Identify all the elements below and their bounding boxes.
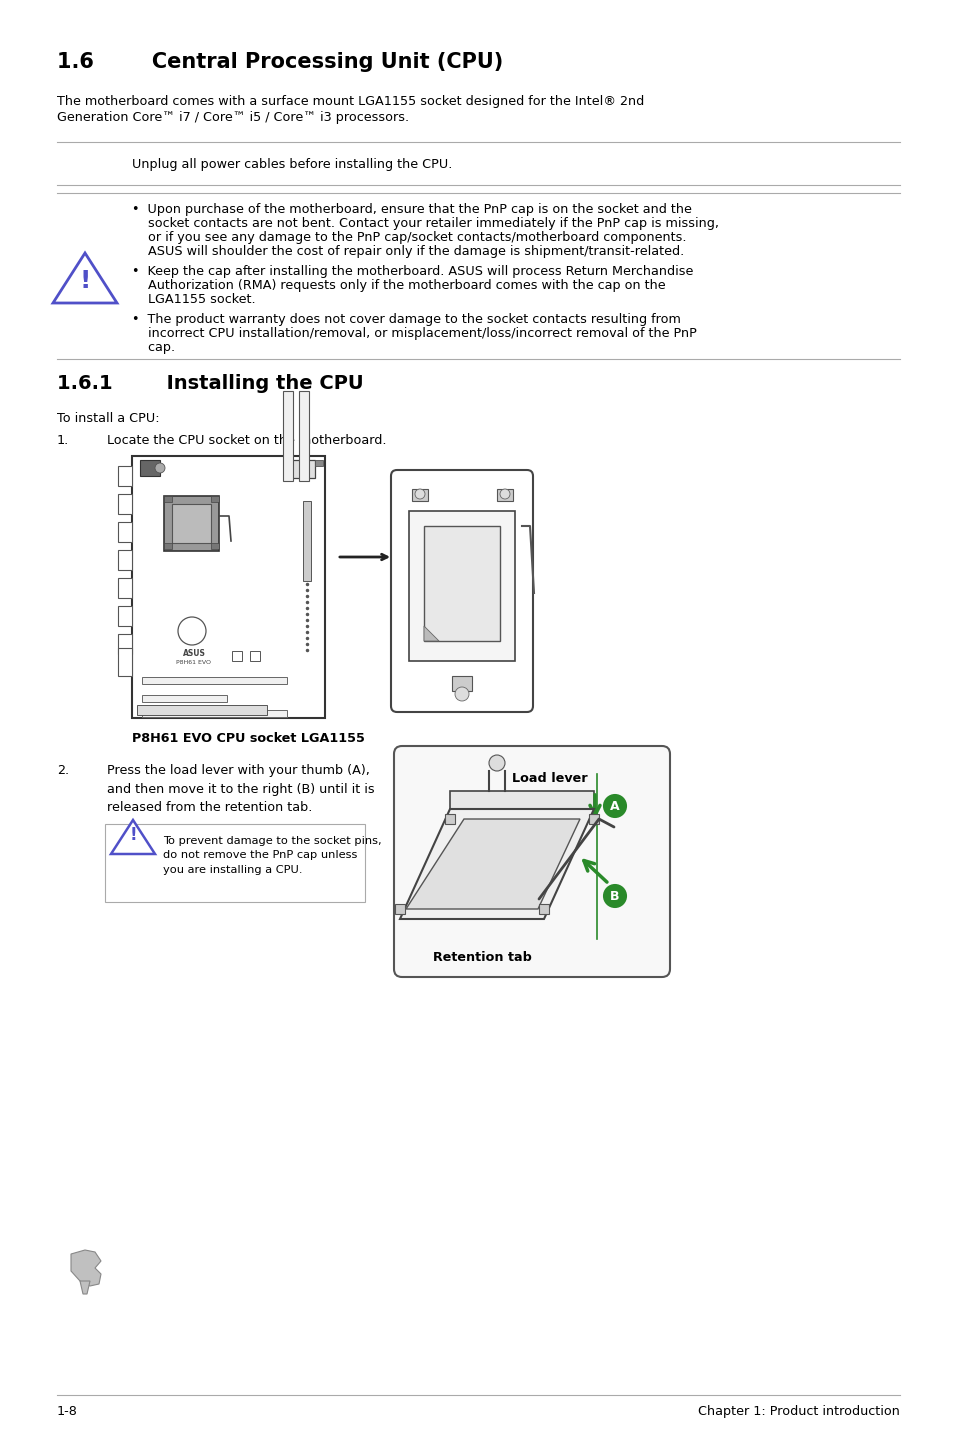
Bar <box>303 500 311 581</box>
Circle shape <box>603 795 625 817</box>
Polygon shape <box>588 814 598 824</box>
Text: P8H61 EVO: P8H61 EVO <box>176 660 212 666</box>
Circle shape <box>415 489 424 499</box>
Polygon shape <box>80 1281 90 1294</box>
Bar <box>118 634 132 654</box>
Bar <box>164 496 219 551</box>
Bar <box>412 489 428 500</box>
Text: Chapter 1: Product introduction: Chapter 1: Product introduction <box>698 1405 899 1418</box>
Text: •  Upon purchase of the motherboard, ensure that the PnP cap is on the socket an: • Upon purchase of the motherboard, ensu… <box>132 203 691 216</box>
Text: To install a CPU:: To install a CPU: <box>57 413 159 426</box>
Text: Retention tab: Retention tab <box>433 951 532 963</box>
Bar <box>132 456 325 718</box>
Text: socket contacts are not bent. Contact your retailer immediately if the PnP cap i: socket contacts are not bent. Contact yo… <box>132 217 719 230</box>
Bar <box>409 510 515 661</box>
Circle shape <box>455 687 469 700</box>
Bar <box>497 489 513 500</box>
Text: 1.: 1. <box>57 434 70 447</box>
Circle shape <box>489 755 504 771</box>
Text: ASUS: ASUS <box>182 650 205 659</box>
Bar <box>142 710 287 718</box>
Text: !: ! <box>79 269 91 292</box>
Bar <box>140 460 160 476</box>
Text: Authorization (RMA) requests only if the motherboard comes with the cap on the: Authorization (RMA) requests only if the… <box>132 279 665 292</box>
Bar <box>118 578 132 598</box>
Text: 1.6        Central Processing Unit (CPU): 1.6 Central Processing Unit (CPU) <box>57 52 503 72</box>
Bar <box>423 526 499 641</box>
Polygon shape <box>406 820 579 909</box>
Polygon shape <box>538 905 548 915</box>
Text: P8H61 EVO CPU socket LGA1155: P8H61 EVO CPU socket LGA1155 <box>132 732 364 745</box>
Bar <box>164 544 172 549</box>
Circle shape <box>499 489 510 499</box>
Bar <box>283 391 293 480</box>
Bar <box>118 649 132 676</box>
Text: A: A <box>610 800 619 812</box>
Bar <box>118 522 132 542</box>
Text: !: ! <box>129 827 136 844</box>
Bar <box>232 651 242 661</box>
Bar <box>287 460 314 477</box>
Text: The motherboard comes with a surface mount LGA1155 socket designed for the Intel: The motherboard comes with a surface mou… <box>57 95 643 124</box>
Bar <box>142 695 227 702</box>
Polygon shape <box>399 810 594 919</box>
Text: B: B <box>610 890 619 903</box>
Bar <box>250 651 260 661</box>
Text: Locate the CPU socket on the motherboard.: Locate the CPU socket on the motherboard… <box>107 434 386 447</box>
Text: incorrect CPU installation/removal, or misplacement/loss/incorrect removal of th: incorrect CPU installation/removal, or m… <box>132 326 696 339</box>
Bar <box>211 496 219 502</box>
Text: Press the load lever with your thumb (A),
and then move it to the right (B) unti: Press the load lever with your thumb (A)… <box>107 764 375 814</box>
Text: To prevent damage to the socket pins,
do not remove the PnP cap unless
you are i: To prevent damage to the socket pins, do… <box>163 835 381 874</box>
Text: ASUS will shoulder the cost of repair only if the damage is shipment/transit-rel: ASUS will shoulder the cost of repair on… <box>132 244 683 257</box>
Polygon shape <box>111 820 154 854</box>
Text: or if you see any damage to the PnP cap/socket contacts/motherboard components.: or if you see any damage to the PnP cap/… <box>132 232 686 244</box>
Bar <box>142 677 287 684</box>
Circle shape <box>603 884 625 907</box>
Polygon shape <box>395 905 405 915</box>
Text: Load lever: Load lever <box>512 772 587 785</box>
Polygon shape <box>450 791 594 810</box>
Bar <box>118 549 132 569</box>
Bar <box>118 466 132 486</box>
Text: 1.6.1        Installing the CPU: 1.6.1 Installing the CPU <box>57 374 363 393</box>
Text: 2.: 2. <box>57 764 69 777</box>
Polygon shape <box>53 253 117 303</box>
Text: •  The product warranty does not cover damage to the socket contacts resulting f: • The product warranty does not cover da… <box>132 313 680 326</box>
Circle shape <box>154 463 165 473</box>
Bar <box>172 503 211 544</box>
Bar <box>314 460 323 466</box>
Text: cap.: cap. <box>132 341 175 354</box>
Bar <box>137 705 267 715</box>
Text: 1-8: 1-8 <box>57 1405 78 1418</box>
Text: •  Keep the cap after installing the motherboard. ASUS will process Return Merch: • Keep the cap after installing the moth… <box>132 265 693 278</box>
Text: LGA1155 socket.: LGA1155 socket. <box>132 293 255 306</box>
FancyBboxPatch shape <box>391 470 533 712</box>
Bar <box>164 496 172 502</box>
Polygon shape <box>71 1250 101 1286</box>
Text: Unplug all power cables before installing the CPU.: Unplug all power cables before installin… <box>132 158 452 171</box>
Bar <box>452 676 472 692</box>
Polygon shape <box>423 626 438 641</box>
Bar <box>105 824 365 902</box>
FancyBboxPatch shape <box>394 746 669 976</box>
Bar <box>118 605 132 626</box>
Bar <box>298 391 309 480</box>
Circle shape <box>178 617 206 646</box>
Bar <box>118 495 132 513</box>
Bar <box>211 544 219 549</box>
Polygon shape <box>444 814 455 824</box>
